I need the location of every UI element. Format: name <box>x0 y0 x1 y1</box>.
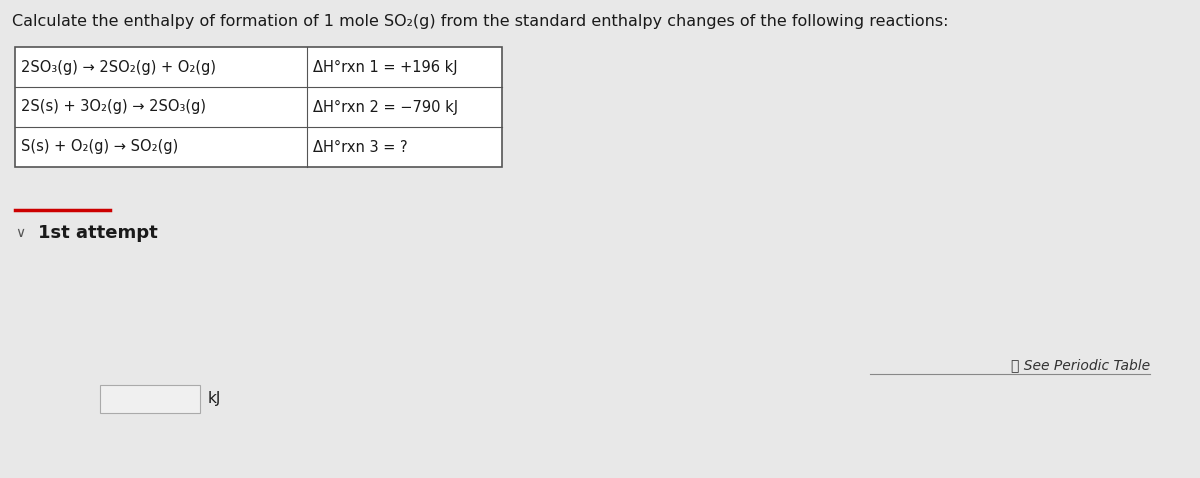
Text: S(s) + O₂(g) → SO₂(g): S(s) + O₂(g) → SO₂(g) <box>22 140 179 154</box>
Text: ΔH°rxn 2 = −790 kJ: ΔH°rxn 2 = −790 kJ <box>313 99 458 115</box>
Text: 2SO₃(g) → 2SO₂(g) + O₂(g): 2SO₃(g) → 2SO₂(g) + O₂(g) <box>22 59 216 75</box>
Text: ΔH°rxn 3 = ?: ΔH°rxn 3 = ? <box>313 140 408 154</box>
Text: kJ: kJ <box>208 391 221 406</box>
FancyBboxPatch shape <box>14 47 502 167</box>
Text: 1st attempt: 1st attempt <box>38 224 157 242</box>
Text: ∨: ∨ <box>14 226 25 240</box>
Text: ⌶ See Periodic Table: ⌶ See Periodic Table <box>1010 358 1150 372</box>
Text: 2S(s) + 3O₂(g) → 2SO₃(g): 2S(s) + 3O₂(g) → 2SO₃(g) <box>22 99 206 115</box>
Text: ΔH°rxn 1 = +196 kJ: ΔH°rxn 1 = +196 kJ <box>313 59 457 75</box>
FancyBboxPatch shape <box>100 385 200 413</box>
Text: Calculate the enthalpy of formation of 1 mole SO₂(g) from the standard enthalpy : Calculate the enthalpy of formation of 1… <box>12 14 948 29</box>
